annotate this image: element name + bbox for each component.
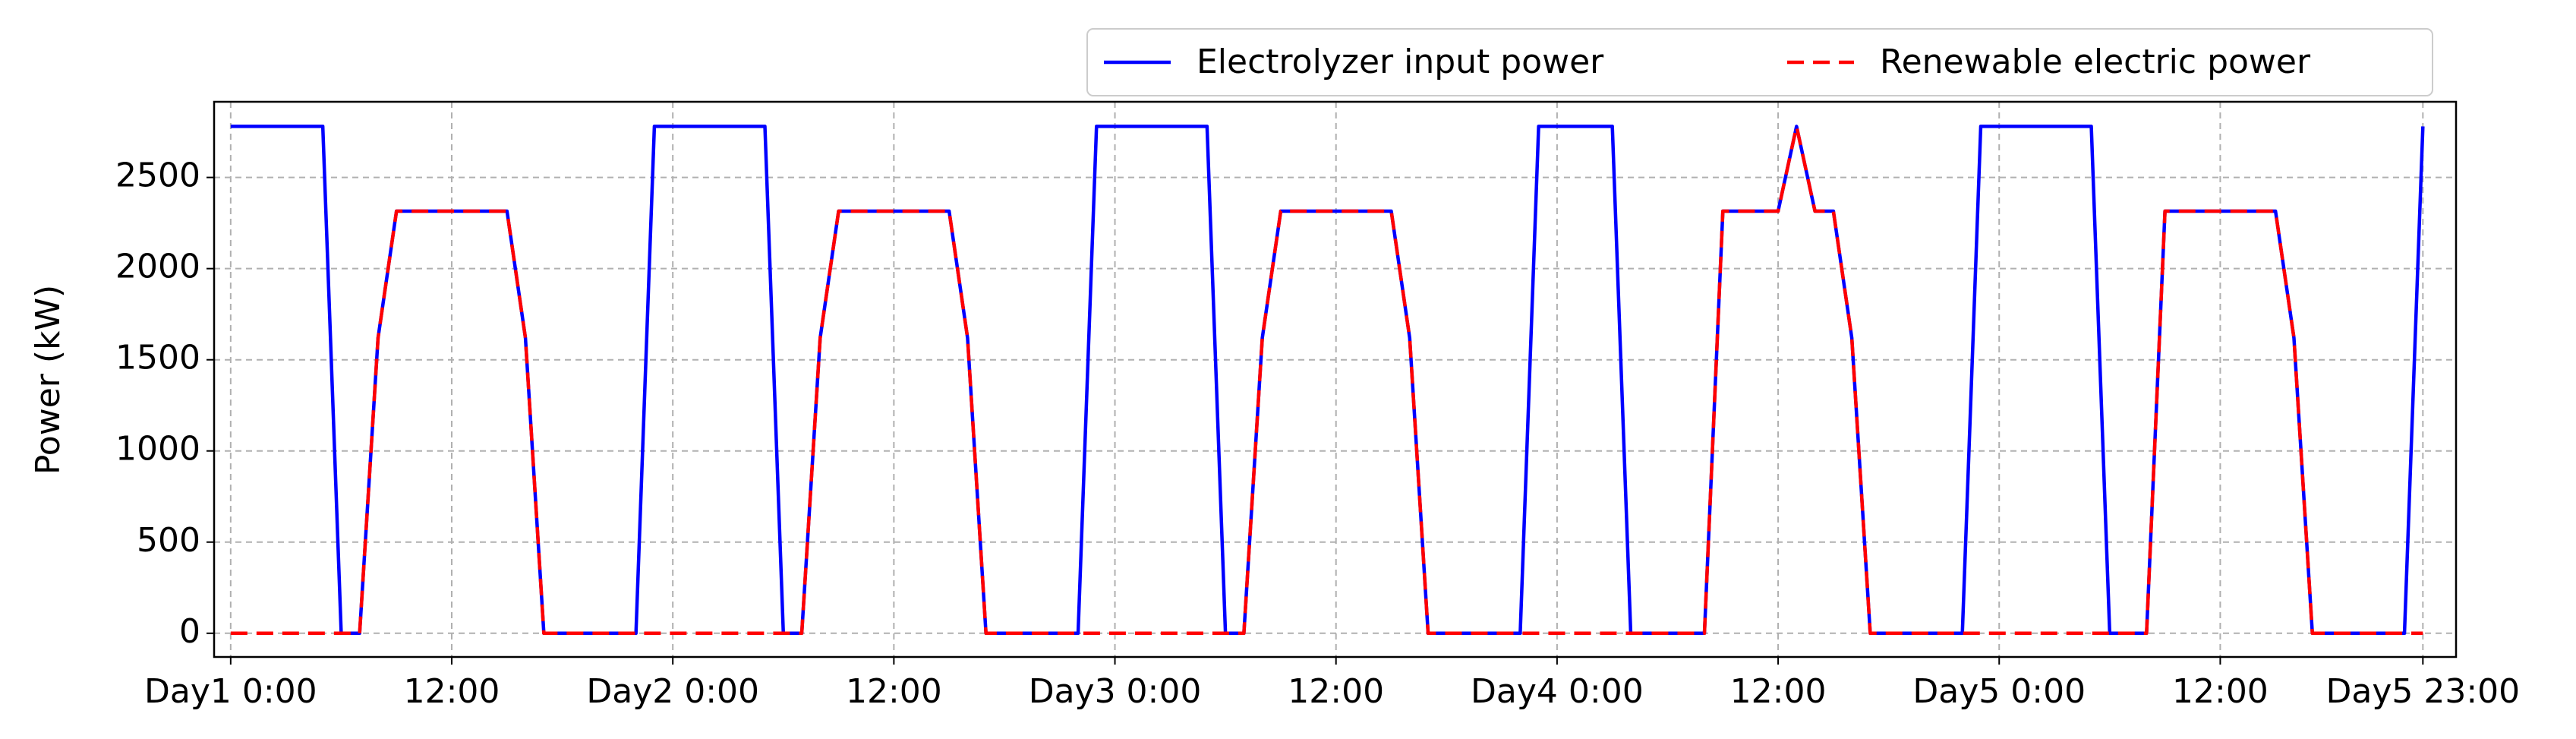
legend-box (1086, 28, 2433, 96)
series-line (230, 125, 2423, 636)
legend-label: Electrolyzer input power (1197, 43, 1604, 81)
x-tick-label: 12:00 (404, 672, 500, 711)
x-tick-label: 12:00 (846, 672, 942, 711)
y-tick-label: 0 (179, 612, 200, 651)
x-tick-label: Day3 0:00 (1029, 672, 1202, 711)
y-tick-label: 1000 (115, 430, 200, 469)
x-tick-label: 12:00 (1288, 672, 1384, 711)
x-tick-label: Day1 0:00 (144, 672, 317, 711)
y-tick-label: 500 (137, 521, 200, 560)
y-tick-label: 1500 (115, 339, 200, 377)
legend-label: Renewable electric power (1880, 43, 2311, 81)
series-line (230, 125, 2425, 636)
x-tick-label: Day4 0:00 (1471, 672, 1644, 711)
legend: Electrolyzer input power Renewable electr… (1086, 28, 2433, 96)
x-tick-label: 12:00 (1730, 672, 1827, 711)
plot-frame (213, 100, 2458, 658)
y-axis-label: Power (kW) (29, 285, 68, 475)
x-tick-label: Day5 0:00 (1912, 672, 2086, 711)
y-tick-label: 2500 (115, 156, 200, 195)
y-tick-label: 2000 (115, 248, 200, 286)
x-tick-label: Day2 0:00 (586, 672, 759, 711)
x-tick-label: 12:00 (2172, 672, 2269, 711)
x-tick-label: Day5 23:00 (2325, 672, 2520, 711)
